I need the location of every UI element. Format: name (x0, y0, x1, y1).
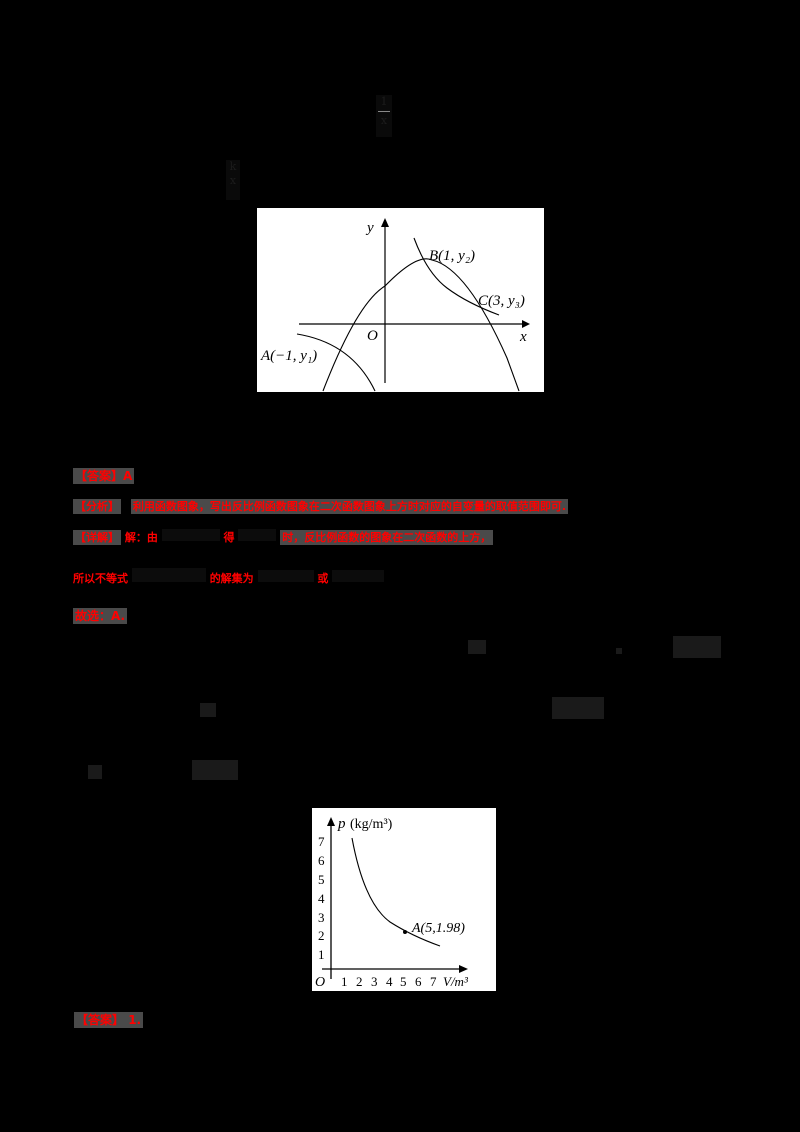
y-tick-5: 5 (318, 872, 325, 887)
x-tick-7: 7 (430, 974, 437, 989)
pv-curve (351, 837, 441, 947)
answer-tag-2: 【答案】 1. (74, 1012, 144, 1028)
parabola-curve (322, 258, 520, 392)
x-tick-1: 1 (341, 974, 348, 989)
figure-parabola-hyperbola: y x O B(1, y₂) C(3, y₃) A(−1, y₁) (257, 208, 544, 392)
origin-label: O (367, 328, 378, 344)
analysis-line: 【分析】 利用函数图象，写出反比例函数图象在二次函数图象上方时对应的自变量的取值… (73, 499, 569, 515)
analysis-text: 利用函数图象，写出反比例函数图象在二次函数图象上方时对应的自变量的取值范围即可. (130, 499, 569, 514)
detail-text-2: 得 (223, 531, 235, 544)
x-axis-arrow-icon (522, 320, 530, 328)
math-fragment (552, 697, 604, 719)
conclusion-text: 故选：A. (73, 608, 128, 624)
figure-pressure-volume: 7 6 5 4 3 2 1 1 2 3 4 5 6 7 O V/m³ p (kg… (312, 808, 496, 991)
fraction-fragment-1: 1 x (376, 95, 392, 137)
detail-text-1: 解：由 (124, 531, 158, 544)
point-B-label: B(1, y₂) (429, 248, 475, 264)
x-axis-arrow-icon (459, 965, 468, 973)
detail-text-3: 时，反比例函数的图象在二次函数的上方， (280, 530, 494, 545)
math-fragment (673, 636, 721, 658)
x-axis-label: x (519, 329, 527, 345)
fraction-bar (378, 111, 390, 112)
x-ticks: 1 2 3 4 5 6 7 (341, 974, 437, 989)
math-fragment (192, 760, 238, 780)
conclusion-line: 故选：A. (73, 608, 128, 624)
y-tick-7: 7 (318, 834, 325, 849)
numerator: k (229, 160, 237, 173)
y-tick-6: 6 (318, 853, 325, 868)
denominator: x (380, 114, 388, 127)
answer-line-1: 【答案】A (73, 468, 135, 484)
y-axis-unit: (kg/m³) (350, 817, 393, 832)
point-A-label: A(5,1.98) (411, 921, 465, 936)
answer-tag-text: 【答案】 (75, 469, 124, 483)
answer-value-2: 1. (128, 1013, 142, 1027)
detail-line-2: 所以不等式 的解集为 或 (73, 568, 385, 587)
math-fragment (200, 703, 216, 717)
denominator: x (229, 174, 237, 187)
y-tick-3: 3 (318, 910, 325, 925)
point-A-marker (403, 930, 407, 934)
detail-line-1: 【详解】 解：由 得 时，反比例函数的图象在二次函数的上方， (73, 529, 494, 546)
answer-tag-2-text: 【答案】 (76, 1013, 125, 1027)
y-ticks: 7 6 5 4 3 2 1 (318, 834, 325, 962)
math-fragment (161, 529, 220, 541)
y-tick-2: 2 (318, 928, 325, 943)
y-axis-label: p (337, 816, 346, 832)
graph-1: y x O B(1, y₂) C(3, y₃) A(−1, y₁) (260, 218, 530, 392)
hyperbola-right-branch (413, 237, 500, 316)
origin-label: O (315, 975, 325, 990)
analysis-tag: 【分析】 (73, 499, 121, 514)
y-tick-4: 4 (318, 891, 325, 906)
point-C-label: C(3, y₃) (478, 293, 525, 309)
answer-tag: 【答案】A (73, 468, 135, 484)
math-fragment (88, 765, 102, 779)
x-tick-5: 5 (400, 974, 407, 989)
detail-tag: 【详解】 (73, 530, 121, 545)
math-fragment (468, 640, 486, 654)
math-fragment (257, 570, 314, 582)
y-axis-arrow-icon (327, 817, 335, 826)
point-A-label: A(−1, y₁) (260, 348, 317, 364)
y-tick-1: 1 (318, 947, 325, 962)
hyperbola-left-branch (296, 333, 376, 392)
math-fragment (332, 570, 385, 582)
answer-line-2: 【答案】 1. (74, 1012, 144, 1028)
x-axis-label: V/m³ (443, 974, 469, 989)
x-tick-3: 3 (371, 974, 378, 989)
x-tick-6: 6 (415, 974, 422, 989)
fraction-fragment-2: k x (226, 160, 240, 200)
math-fragment (616, 648, 622, 654)
y-axis-label: y (365, 220, 374, 236)
detail-line2-text-2: 的解集为 (209, 572, 254, 585)
inequality-fragment (131, 568, 206, 582)
graph-2: 7 6 5 4 3 2 1 1 2 3 4 5 6 7 O V/m³ p (kg… (315, 816, 469, 990)
detail-line2-text-3: 或 (317, 572, 329, 585)
numerator: 1 (380, 95, 388, 108)
answer-value: A (123, 469, 133, 483)
detail-line2-text-1: 所以不等式 (73, 572, 128, 585)
y-axis-arrow-icon (381, 218, 389, 227)
math-fragment (238, 529, 277, 541)
x-tick-4: 4 (386, 974, 393, 989)
x-tick-2: 2 (356, 974, 363, 989)
